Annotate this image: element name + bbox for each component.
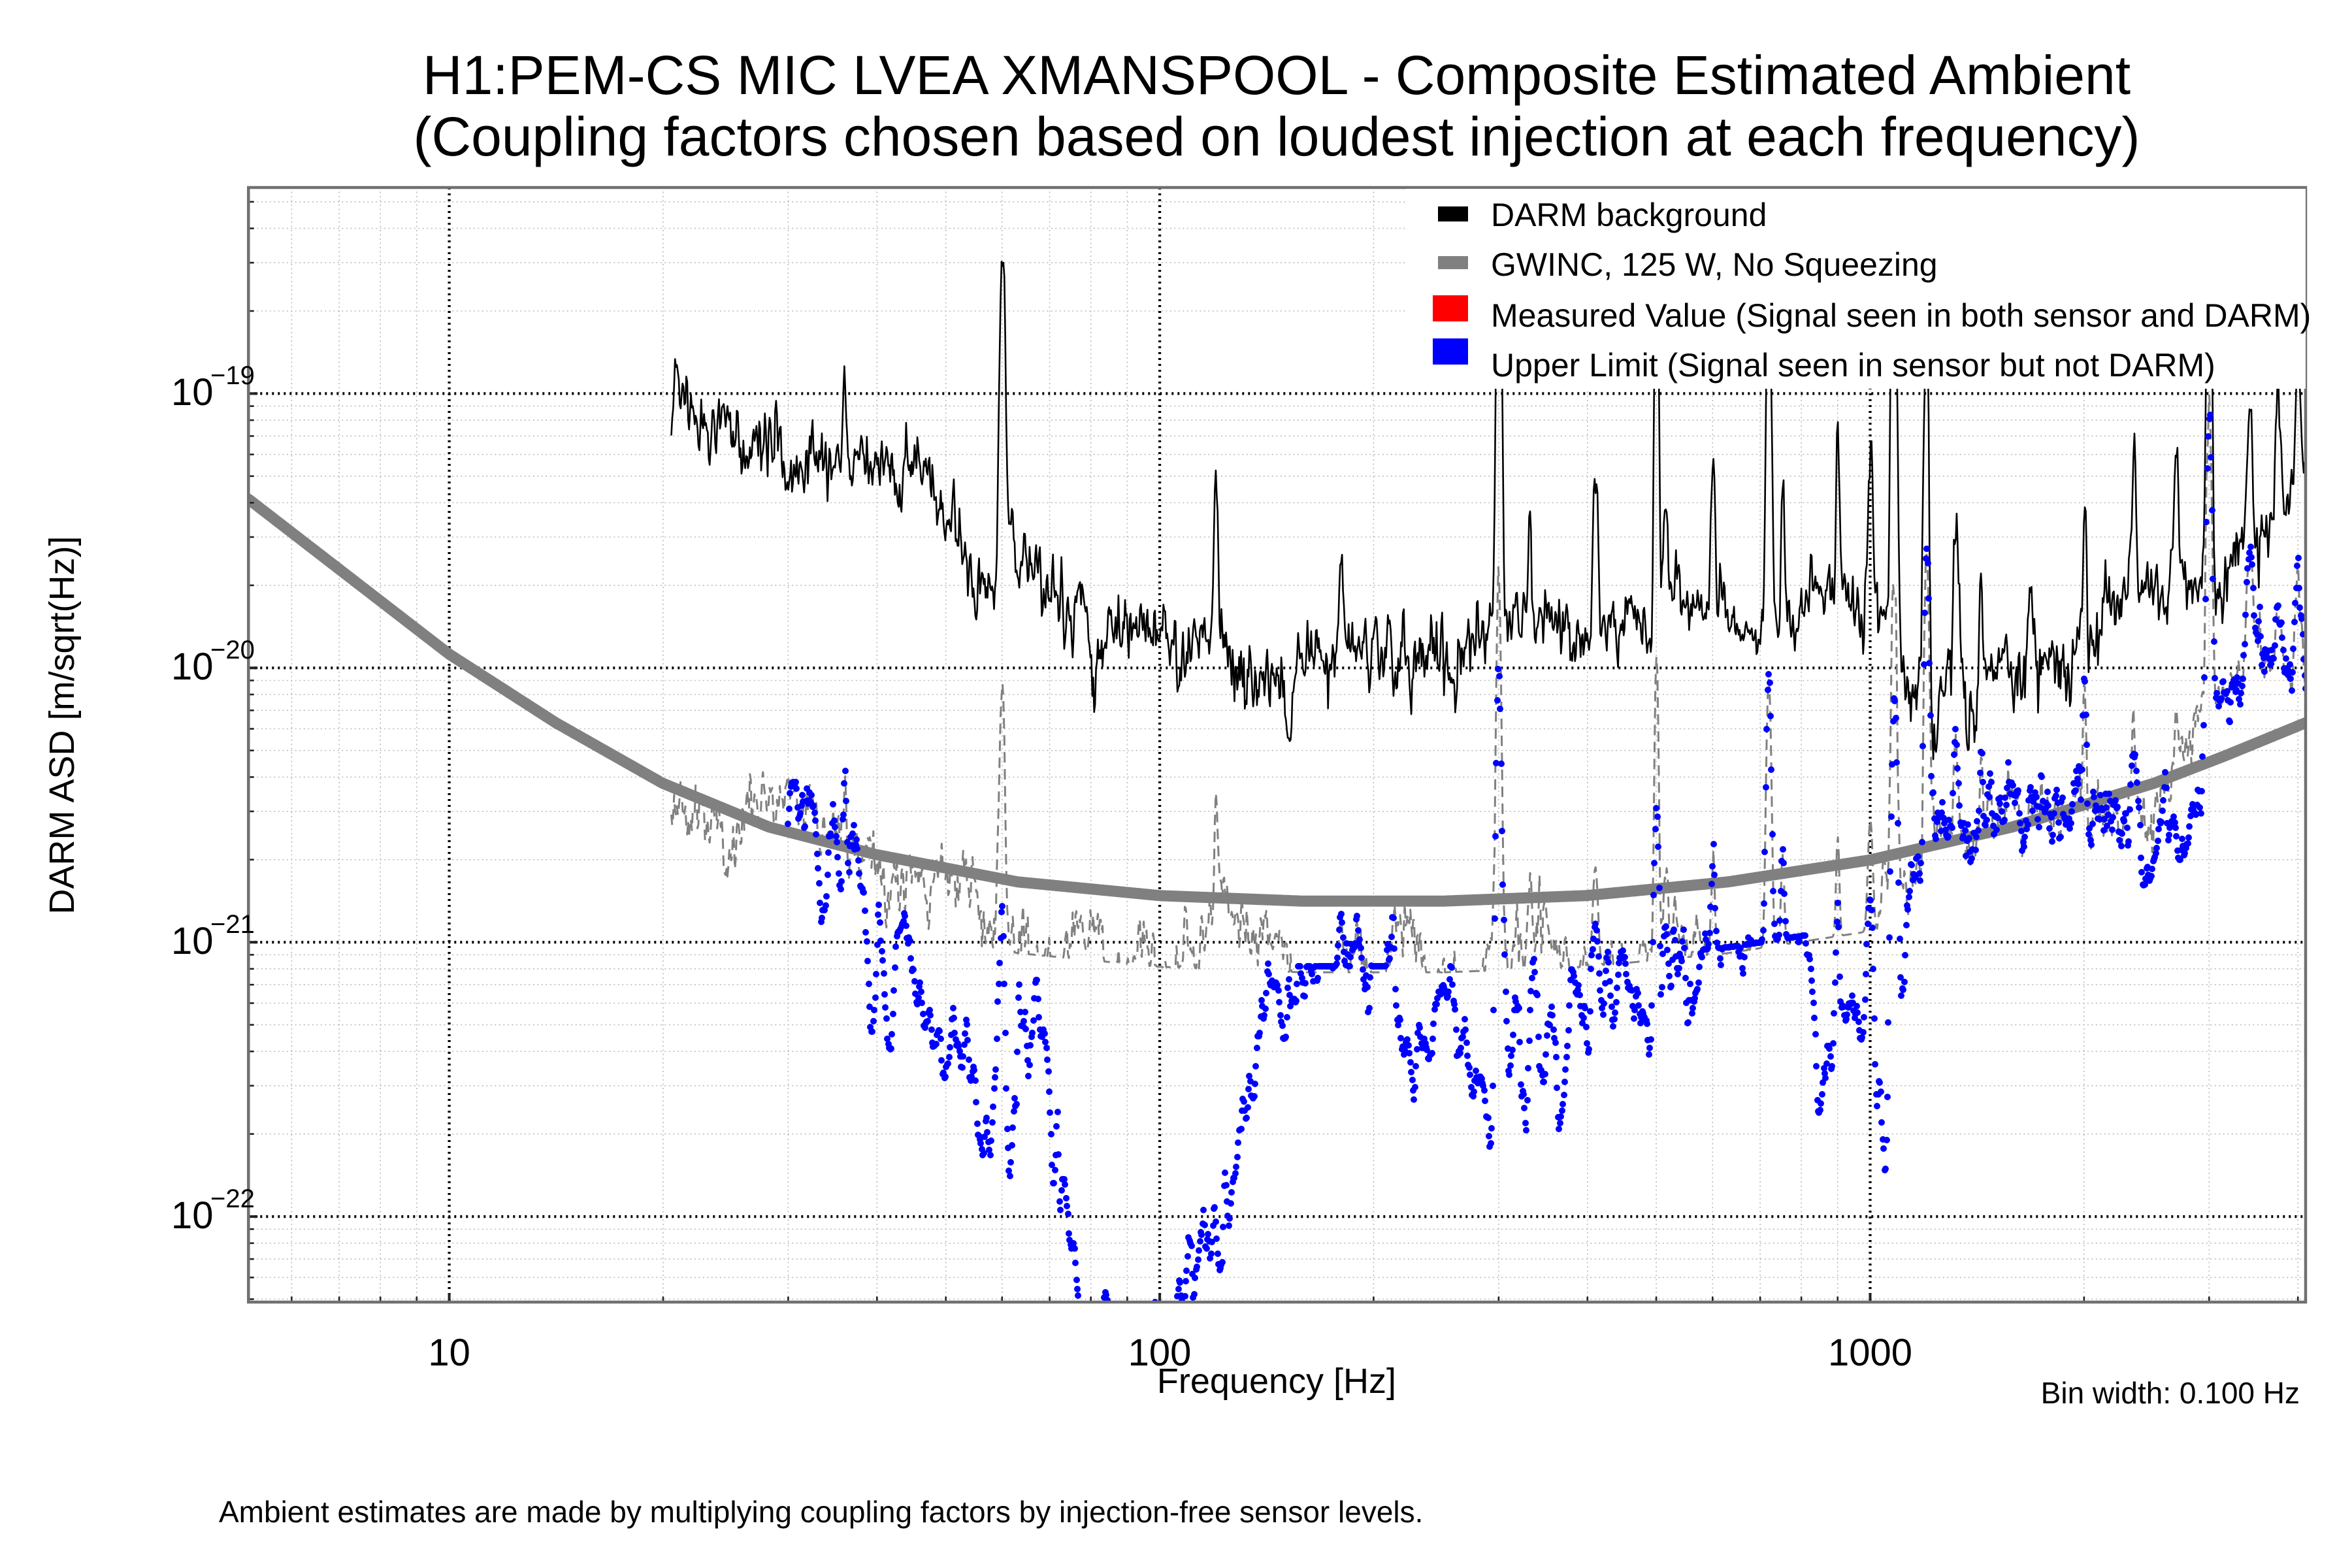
svg-text:10: 10 [171,920,214,962]
svg-text:Frequency [Hz]: Frequency [Hz] [1157,1362,1396,1401]
svg-text:(Coupling factors chosen based: (Coupling factors chosen based on loudes… [414,106,2140,167]
svg-text:−19: −19 [210,361,255,390]
svg-text:Upper Limit (Signal seen in se: Upper Limit (Signal seen in sensor but n… [1491,347,2215,384]
svg-text:Measured Value (Signal seen in: Measured Value (Signal seen in both sens… [1491,297,2311,334]
svg-text:Bin width: 0.100 Hz: Bin width: 0.100 Hz [2041,1376,2300,1410]
svg-text:−22: −22 [210,1184,255,1213]
svg-text:H1:PEM-CS MIC LVEA XMANSPOOL -: H1:PEM-CS MIC LVEA XMANSPOOL - Composite… [423,44,2131,106]
svg-text:GWINC, 125 W, No Squeezing: GWINC, 125 W, No Squeezing [1491,246,1938,283]
svg-text:−21: −21 [210,910,255,939]
svg-text:10: 10 [428,1331,470,1374]
svg-text:DARM background: DARM background [1491,197,1767,233]
svg-text:DARM ASD [m/sqrt(Hz)]: DARM ASD [m/sqrt(Hz)] [42,536,82,914]
svg-text:−20: −20 [210,636,255,664]
svg-text:1000: 1000 [1828,1331,1912,1374]
svg-text:10: 10 [171,645,214,688]
svg-text:Ambient estimates are made by: Ambient estimates are made by multiplyin… [219,1495,1423,1529]
svg-text:10: 10 [171,371,214,414]
svg-text:10: 10 [171,1194,214,1237]
